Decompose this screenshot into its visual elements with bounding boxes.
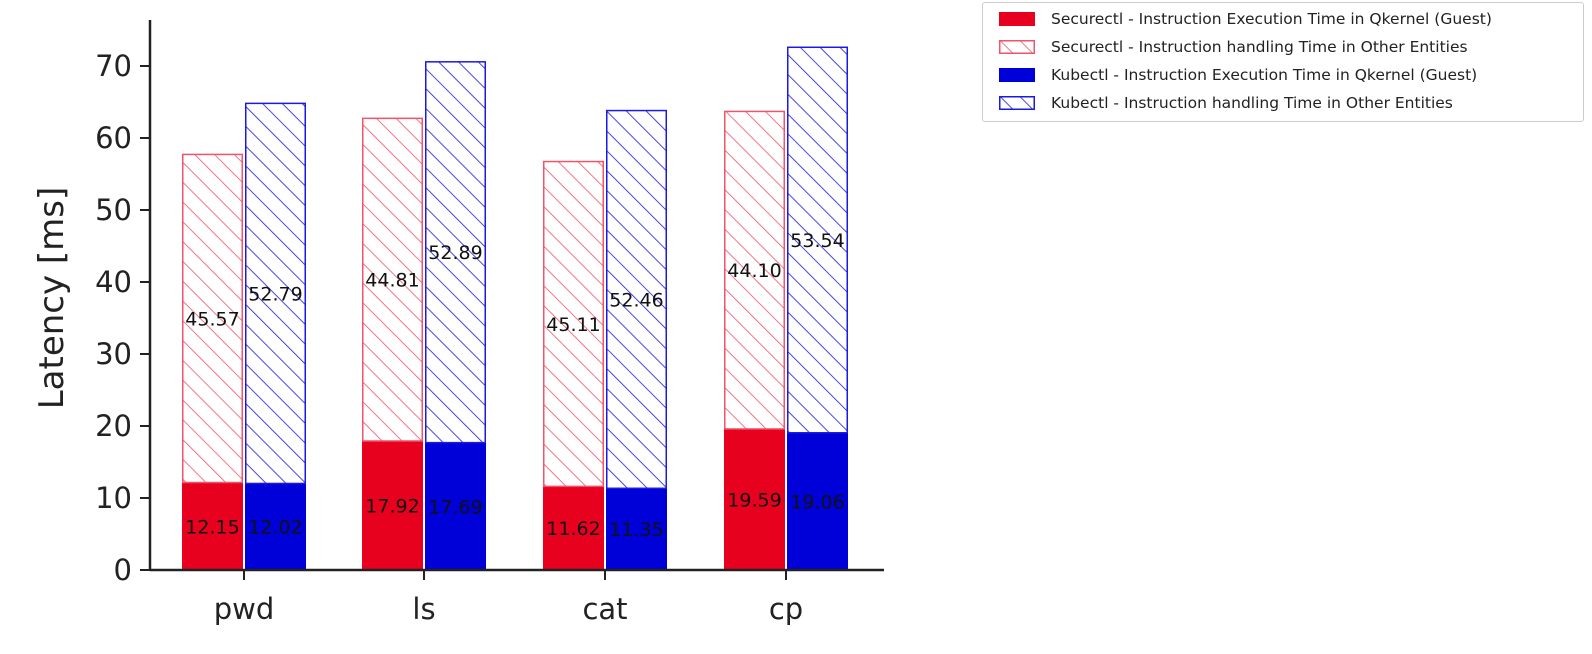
kubectl-handling-bar-pwd: [245, 102, 306, 485]
y-tick-label: 40: [95, 265, 132, 299]
kubectl-execution-bar-pwd: [245, 483, 306, 570]
legend-label: Securectl - Instruction handling Time in…: [1051, 38, 1468, 56]
kubectl-execution-value-label: 12.02: [248, 517, 302, 539]
y-tick-label: 0: [114, 553, 132, 587]
legend-item: Securectl - Instruction Execution Time i…: [999, 9, 1492, 29]
x-tick-label-cp: cp: [769, 592, 803, 626]
legend-swatch: [999, 40, 1035, 54]
securectl-handling-value-label: 44.10: [727, 260, 781, 282]
kubectl-handling-value-label: 52.46: [609, 289, 663, 311]
y-axis-label: Latency [ms]: [32, 187, 72, 410]
legend-item: Securectl - Instruction handling Time in…: [999, 37, 1468, 57]
kubectl-execution-value-label: 19.06: [790, 491, 844, 513]
securectl-execution-value-label: 11.62: [546, 518, 600, 540]
securectl-handling-value-label: 45.11: [546, 314, 600, 336]
x-tick-label-pwd: pwd: [214, 592, 275, 626]
kubectl-execution-value-label: 17.69: [428, 496, 482, 518]
y-tick-label: 10: [95, 481, 132, 515]
kubectl-handling-value-label: 52.89: [428, 242, 482, 264]
securectl-execution-value-label: 19.59: [727, 489, 781, 511]
chart-legend: Securectl - Instruction Execution Time i…: [982, 2, 1584, 122]
y-tick-label: 70: [95, 49, 132, 83]
legend-swatch: [999, 68, 1035, 82]
securectl-execution-value-label: 12.15: [185, 516, 239, 538]
x-tick-label-cat: cat: [582, 592, 627, 626]
kubectl-handling-value-label: 52.79: [248, 283, 302, 305]
kubectl-execution-value-label: 11.35: [609, 519, 663, 541]
legend-swatch: [999, 96, 1035, 110]
securectl-execution-bar-pwd: [182, 482, 243, 570]
kubectl-execution-bar-cat: [606, 488, 667, 570]
legend-label: Securectl - Instruction Execution Time i…: [1051, 10, 1492, 28]
securectl-handling-bar-pwd: [182, 153, 243, 484]
y-tick-label: 30: [95, 337, 132, 371]
kubectl-handling-bar-ls: [425, 61, 486, 444]
securectl-handling-bar-cat: [543, 160, 604, 488]
kubectl-handling-value-label: 53.54: [790, 230, 844, 252]
kubectl-handling-bar-cp: [787, 46, 848, 434]
securectl-execution-bar-cp: [724, 428, 785, 570]
securectl-execution-bar-ls: [362, 440, 423, 570]
legend-item: Kubectl - Instruction Execution Time in …: [999, 65, 1477, 85]
x-tick-label-ls: ls: [412, 592, 435, 626]
securectl-handling-bar-ls: [362, 117, 423, 442]
securectl-execution-value-label: 17.92: [365, 495, 419, 517]
securectl-handling-value-label: 44.81: [365, 270, 419, 292]
legend-label: Kubectl - Instruction Execution Time in …: [1051, 66, 1478, 84]
legend-swatch: [999, 12, 1035, 26]
y-tick-label: 60: [95, 121, 132, 155]
y-tick-label: 20: [95, 409, 132, 443]
securectl-handling-bar-cp: [724, 110, 785, 430]
securectl-handling-value-label: 45.57: [185, 308, 239, 330]
kubectl-handling-bar-cat: [606, 109, 667, 490]
securectl-execution-bar-cat: [543, 486, 604, 570]
legend-item: Kubectl - Instruction handling Time in O…: [999, 93, 1453, 113]
legend-label: Kubectl - Instruction handling Time in O…: [1051, 94, 1453, 112]
y-tick-label: 50: [95, 193, 132, 227]
kubectl-execution-bar-ls: [425, 442, 486, 570]
kubectl-execution-bar-cp: [787, 432, 848, 570]
